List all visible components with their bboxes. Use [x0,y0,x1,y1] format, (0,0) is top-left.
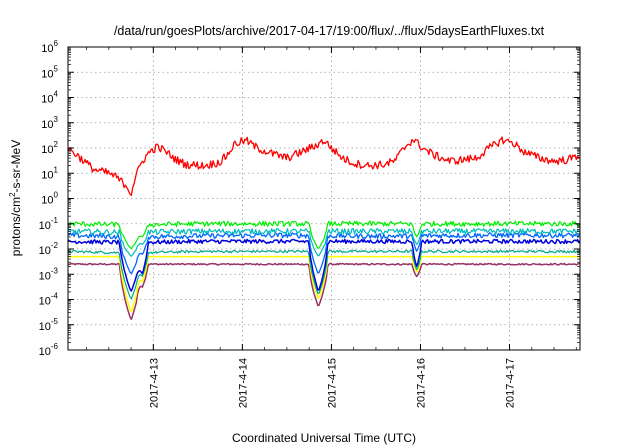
y-axis-label: protons/cm2-s-sr-MeV [8,140,23,256]
series-layer [67,136,581,321]
y-axis: 10-6 10-5 10-4 10-3 10-2 10-1 100 101 102 103 104 1… [39,39,580,358]
x-tick-label: 2017-4-14 [237,358,249,408]
y-tick-label: 10-3 [39,266,59,282]
x-tick-label: 2017-4-13 [148,358,160,408]
series-line-1 [67,136,581,196]
x-axis: 2017-4-13 2017-4-14 2017-4-15 2017-4-16 2017… [86,47,577,408]
y-tick-label: 103 [41,115,58,131]
series-line-5 [67,238,581,292]
x-tick-label: 2017-4-16 [415,358,427,408]
y-axis-label-unit: protons/cm [9,197,23,256]
series-line-6 [67,249,581,300]
y-tick-label: 102 [41,140,58,156]
x-tick-label: 2017-4-17 [505,358,517,408]
y-tick-label: 105 [41,64,58,80]
y-tick-label: 10-2 [39,241,59,257]
y-tick-label: 104 [41,90,58,106]
chart-title: /data/run/goesPlots/archive/2017-04-17/1… [114,24,545,38]
y-tick-label: 10-5 [39,317,59,333]
y-tick-label: 101 [41,165,58,181]
series-line-8 [67,262,581,321]
y-tick-label: 100 [41,191,58,207]
series-line-2 [67,220,581,250]
y-axis-label-rest: -s-sr-MeV [9,140,23,193]
series-line-7 [68,255,580,313]
y-tick-label: 10-6 [39,342,59,358]
y-tick-label: 106 [41,39,58,55]
y-axis-label-exponent: 2 [8,192,17,197]
x-tick-label: 2017-4-15 [326,358,338,408]
y-tick-label: 10-4 [39,292,59,308]
grid [68,47,580,350]
x-axis-label: Coordinated Universal Time (UTC) [232,431,416,445]
series-line-4 [67,232,581,275]
series-line-3 [67,228,581,257]
y-tick-label: 10-1 [39,216,59,232]
